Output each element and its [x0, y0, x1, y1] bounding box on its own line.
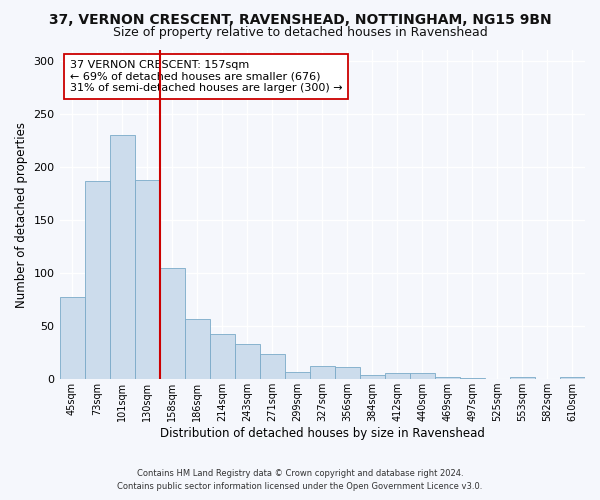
Text: 37, VERNON CRESCENT, RAVENSHEAD, NOTTINGHAM, NG15 9BN: 37, VERNON CRESCENT, RAVENSHEAD, NOTTING… — [49, 12, 551, 26]
X-axis label: Distribution of detached houses by size in Ravenshead: Distribution of detached houses by size … — [160, 427, 485, 440]
Bar — [285, 372, 310, 379]
Bar — [435, 377, 460, 379]
Bar — [235, 344, 260, 379]
Bar — [85, 180, 110, 379]
Bar — [560, 377, 585, 379]
Text: Contains HM Land Registry data © Crown copyright and database right 2024.
Contai: Contains HM Land Registry data © Crown c… — [118, 470, 482, 491]
Text: Size of property relative to detached houses in Ravenshead: Size of property relative to detached ho… — [113, 26, 487, 39]
Bar — [260, 354, 285, 379]
Bar — [310, 366, 335, 379]
Bar — [385, 373, 410, 379]
Y-axis label: Number of detached properties: Number of detached properties — [15, 122, 28, 308]
Bar — [510, 377, 535, 379]
Bar — [134, 180, 160, 379]
Bar — [160, 268, 185, 379]
Bar — [360, 375, 385, 379]
Bar — [185, 318, 209, 379]
Bar — [335, 368, 360, 379]
Bar — [460, 378, 485, 379]
Bar — [110, 135, 134, 379]
Text: 37 VERNON CRESCENT: 157sqm
← 69% of detached houses are smaller (676)
31% of sem: 37 VERNON CRESCENT: 157sqm ← 69% of deta… — [70, 60, 343, 93]
Bar — [410, 373, 435, 379]
Bar — [59, 298, 85, 379]
Bar — [209, 334, 235, 379]
